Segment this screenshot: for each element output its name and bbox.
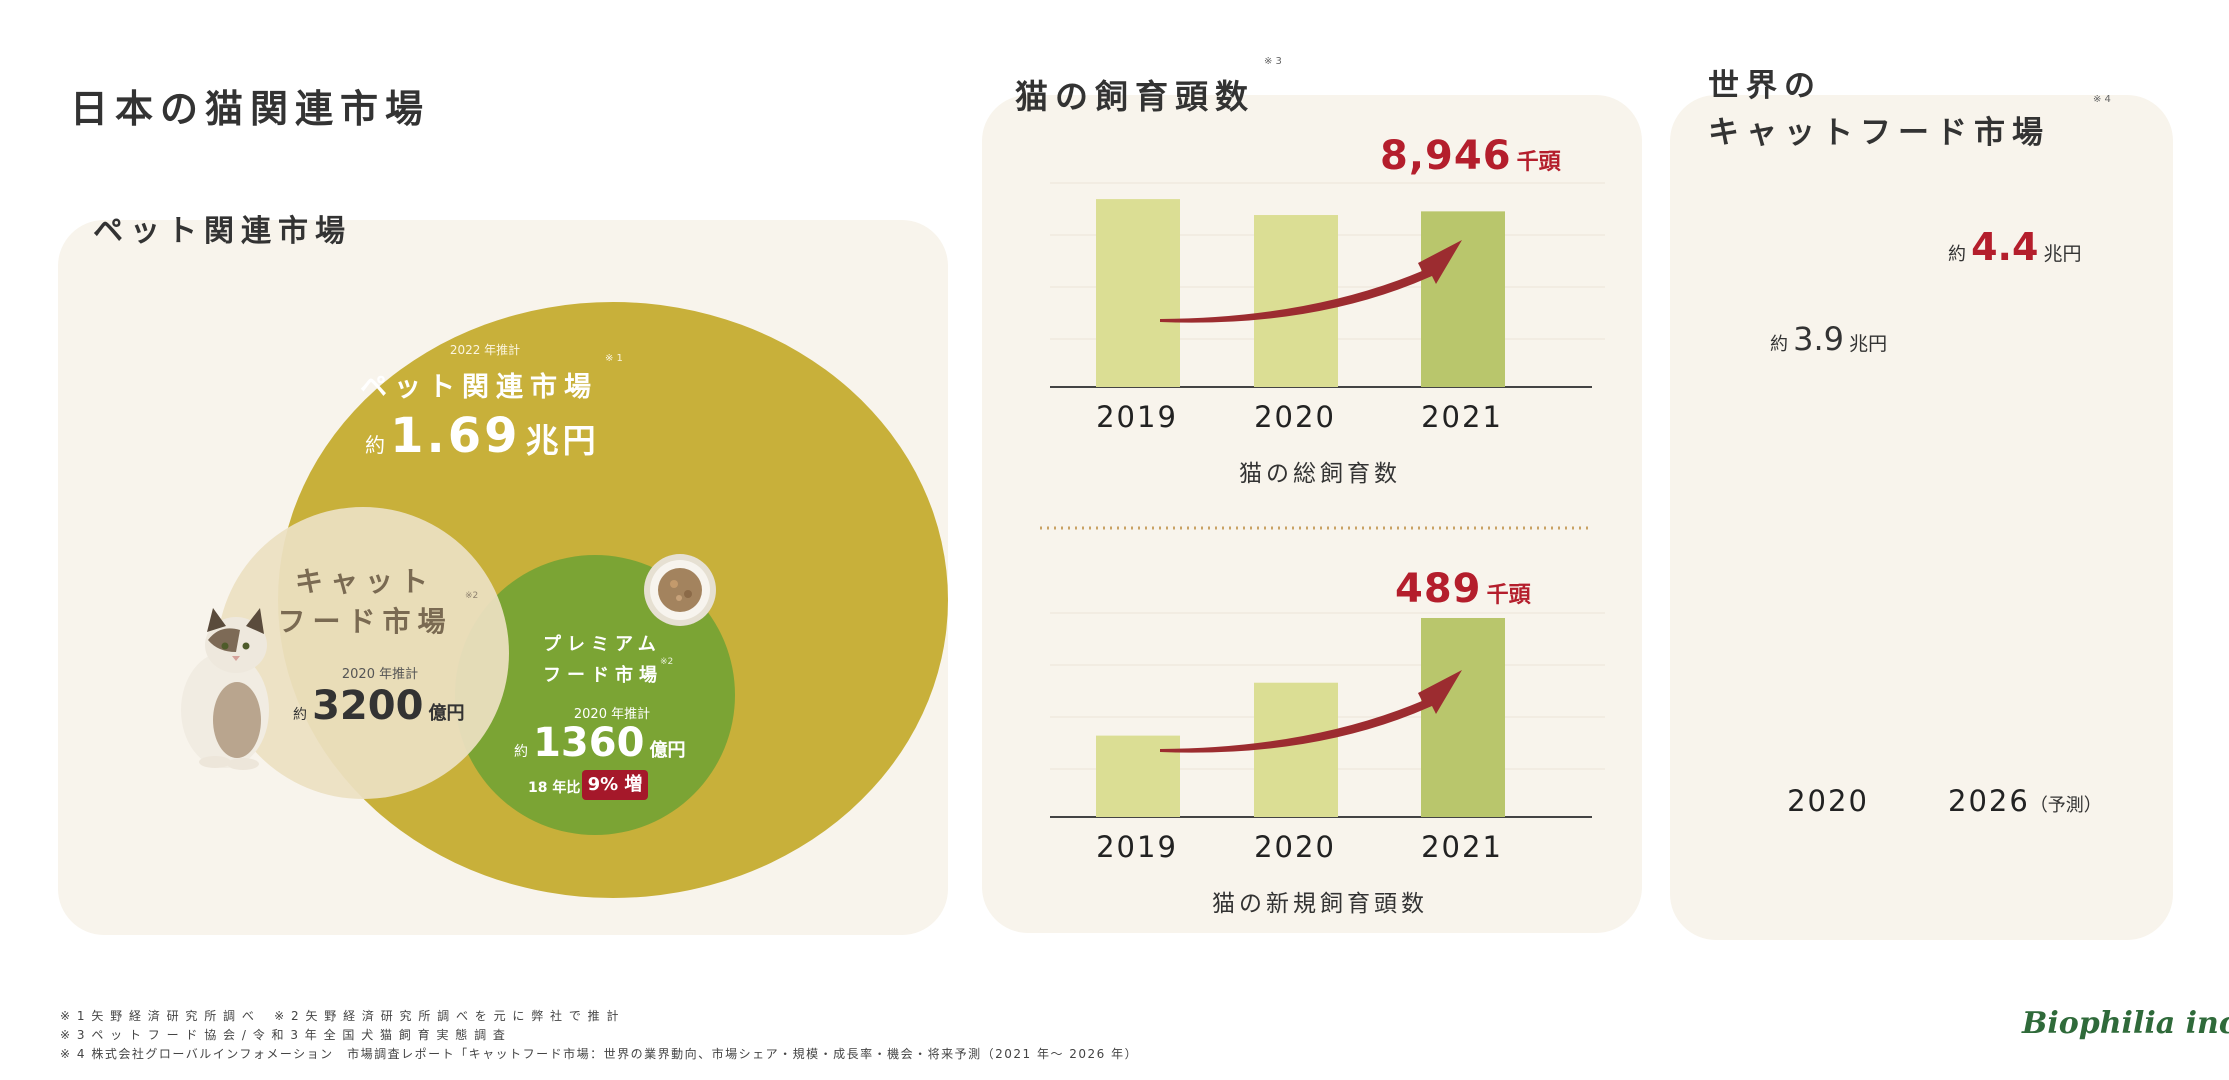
pet-market-value-row: 約 1.69 兆円: [365, 408, 625, 464]
pet-market-value: 1.69: [390, 408, 521, 464]
world-title-line2: キャットフード市場: [1708, 115, 2050, 151]
growth-badge: 9% 増: [582, 770, 648, 800]
premium-approx: 約: [514, 744, 528, 760]
growth-arrow-total: [1160, 240, 1462, 323]
total-bar-2019: [1096, 199, 1180, 387]
world-2026-label: 約 4.4 兆円: [1948, 225, 2082, 269]
premium-food-circle: [455, 555, 735, 835]
catfood-year-label: 2020 年推計: [341, 667, 419, 682]
catfood-approx: 約: [293, 707, 307, 723]
new-chart-bars: [1096, 618, 1505, 817]
total-chart-caption: 猫の総飼育数: [1239, 461, 1401, 487]
new-highlight-value: 489: [1395, 566, 1482, 612]
catfood-unit: 億円: [428, 703, 465, 724]
new-chart-caption: 猫の新規飼育頭数: [1212, 891, 1428, 917]
total-bar-2020: [1254, 215, 1338, 387]
pet-market-approx: 約: [365, 433, 385, 457]
catfood-value-row: 約 3200 億円: [293, 683, 493, 729]
cat-count-note: ※ 3: [1264, 56, 1282, 67]
world-x-tick-2026-row: 2026（予測）: [1948, 784, 2102, 818]
premium-year-label: 2020 年推計: [573, 707, 651, 722]
food-bowl-icon: [644, 554, 716, 626]
total-highlight-label: 8,946 千頭: [1380, 133, 1561, 179]
world-panel: [1670, 95, 2173, 940]
premium-label-line1: プレミアム: [543, 634, 662, 655]
premium-label-line2: フード市場: [543, 665, 663, 686]
new-bar-2021: [1421, 618, 1505, 817]
world-2020-unit: 兆円: [1849, 333, 1888, 355]
new-x-tick: 2019: [1096, 830, 1178, 864]
world-2026-unit: 兆円: [2043, 243, 2082, 265]
new-highlight-label: 489 千頭: [1395, 566, 1531, 612]
world-2026-approx: 約: [1948, 244, 1966, 265]
catfood-circle: [217, 507, 509, 799]
total-x-tick: 2021: [1421, 400, 1503, 434]
world-2020-value: 3.9: [1793, 320, 1844, 358]
new-x-tick: 2020: [1254, 830, 1336, 864]
cat-count-title: 猫の飼育頭数: [1015, 77, 1255, 116]
world-2026-value: 4.4: [1971, 225, 2039, 269]
total-chart-bars: [1096, 199, 1505, 387]
world-2020-approx: 約: [1770, 334, 1788, 355]
new-bar-2019: [1096, 735, 1180, 817]
growth-arrow-new: [1160, 670, 1462, 753]
world-forecast-label: （予測）: [2029, 795, 2102, 816]
pet-market-year-label: 2022 年推計: [449, 343, 521, 357]
world-note: ※ 4: [2093, 94, 2111, 105]
cat-photo-icon: [181, 608, 269, 770]
new-bar-2020: [1254, 682, 1338, 817]
catfood-label-line2: フード市場: [277, 605, 453, 638]
new-x-tick: 2021: [1421, 830, 1503, 864]
premium-value: 1360: [533, 720, 645, 766]
premium-note: ※2: [660, 657, 674, 667]
catfood-note: ※2: [465, 591, 479, 601]
pet-market-label: ペット関連市場: [360, 372, 598, 403]
premium-unit: 億円: [649, 740, 686, 761]
catfood-label-line1: キャット: [294, 565, 435, 598]
premium-compare-label: 18 年比: [528, 780, 581, 796]
pet-market-note: ※ 1: [605, 353, 623, 364]
footnote-3: ※ 4 株式会社グローバルインフォメーション 市場調査レポート「キャットフード市…: [60, 1047, 1139, 1061]
page-title: 日本の猫関連市場: [70, 87, 431, 131]
world-x-tick: 2020: [1787, 784, 1869, 818]
new-highlight-unit: 千頭: [1486, 583, 1531, 608]
total-highlight-value: 8,946: [1380, 133, 1512, 179]
total-x-tick: 2020: [1254, 400, 1336, 434]
total-highlight-unit: 千頭: [1516, 150, 1561, 175]
total-x-tick: 2019: [1096, 400, 1178, 434]
pet-market-unit: 兆円: [525, 421, 600, 460]
world-2020-label: 約 3.9 兆円: [1770, 320, 1887, 358]
total-bar-2021: [1421, 211, 1505, 387]
footnote-2: ※ 3 ペ ッ ト フ ー ド 協 会 / 令 和 3 年 全 国 犬 猫 飼 …: [60, 1028, 507, 1042]
pet-market-section-title: ペット関連市場: [93, 214, 352, 249]
premium-value-row: 約 1360 億円: [514, 720, 714, 766]
company-logo: Biophilia inc.: [2022, 1006, 2229, 1041]
footnote-1: ※ 1 矢 野 経 済 研 究 所 調 べ ※ 2 矢 野 経 済 研 究 所 …: [60, 1009, 621, 1023]
catfood-value: 3200: [312, 683, 424, 729]
world-x-tick: 2026: [1948, 784, 2030, 818]
world-title-line1: 世界の: [1708, 68, 1822, 104]
